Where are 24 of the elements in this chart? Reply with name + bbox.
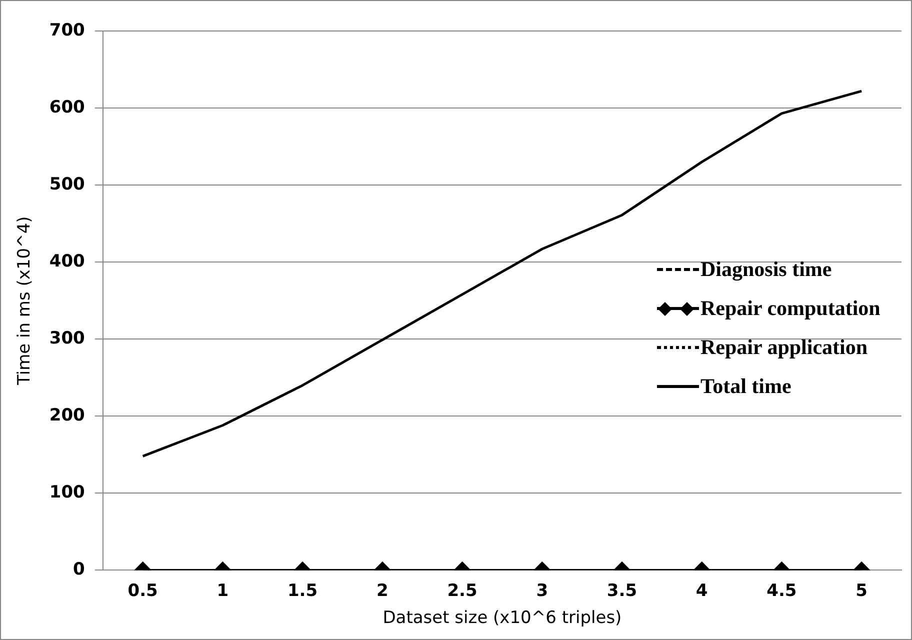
y-tick-label: 300 <box>49 328 86 349</box>
x-tick-label: 0.5 <box>128 580 158 601</box>
y-tick-label: 100 <box>49 482 86 503</box>
x-tick-label: 3.5 <box>606 580 638 601</box>
y-tick-label: 700 <box>49 20 86 40</box>
x-tick-label: 4.5 <box>766 580 797 601</box>
x-tick-label: 5 <box>856 580 868 601</box>
y-tick-label: 0 <box>73 560 86 580</box>
legend-label: Repair application <box>700 334 868 360</box>
legend-label: Repair computation <box>700 296 880 321</box>
x-tick-label: 1 <box>216 580 229 601</box>
y-tick-label: 200 <box>49 406 86 426</box>
y-tick-label: 500 <box>49 174 86 194</box>
x-axis-title: Dataset size (x10^6 triples) <box>382 608 622 628</box>
x-tick-label: 4 <box>696 580 708 601</box>
y-tick-label: 400 <box>49 252 86 272</box>
x-tick-label: 3 <box>536 580 548 601</box>
legend-label: Diagnosis time <box>700 256 832 282</box>
x-tick-label: 2.5 <box>447 580 478 601</box>
x-tick-label: 1.5 <box>287 580 318 601</box>
x-tick-label: 2 <box>376 580 388 601</box>
y-axis-title: Time in ms (x10^4) <box>14 216 35 386</box>
legend-label: Total time <box>700 374 792 399</box>
y-tick-label: 600 <box>49 97 86 118</box>
